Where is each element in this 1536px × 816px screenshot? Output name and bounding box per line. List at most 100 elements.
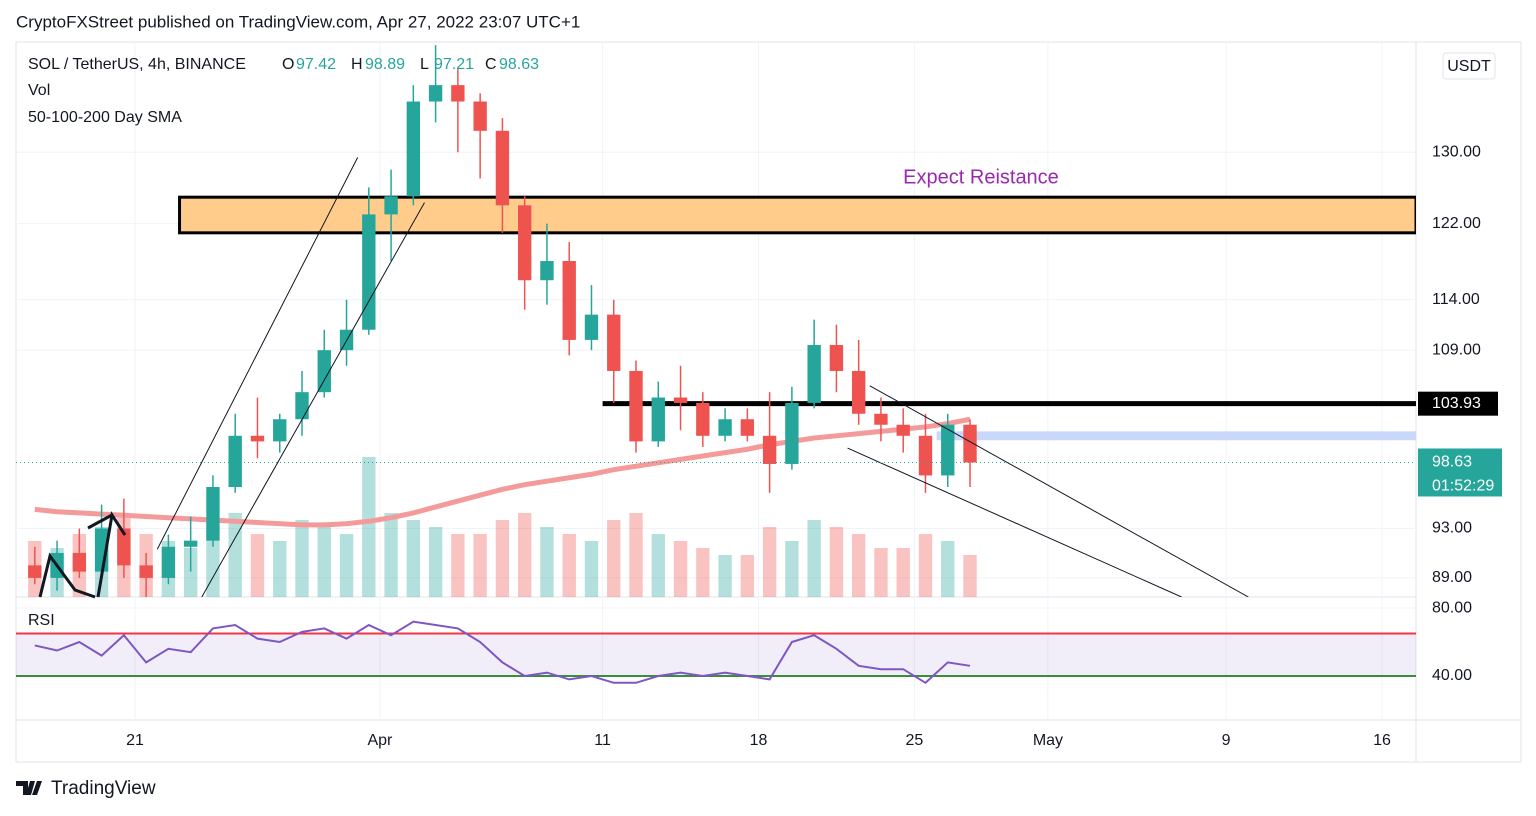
candle-body	[562, 261, 576, 340]
annotation-label: Expect Reistance	[903, 166, 1059, 188]
candle-body	[473, 101, 487, 131]
volume-bar	[273, 541, 287, 597]
volume-bar	[718, 555, 732, 597]
x-tick-label: 21	[126, 732, 144, 749]
candle-body	[740, 419, 755, 436]
candle-body	[963, 424, 977, 463]
drawing	[87, 513, 113, 530]
candle-body	[273, 419, 287, 442]
sma-label: 50-100-200 Day SMA	[28, 109, 182, 126]
y-tick-label: 109.00	[1432, 341, 1481, 358]
x-tick-label: Apr	[367, 732, 393, 749]
footer: TradingView	[51, 778, 156, 799]
symbol: SOL / TetherUS, 4h, BINANCE	[28, 56, 246, 73]
candle-body	[607, 314, 621, 371]
volume-bar	[428, 527, 443, 597]
ohlc-key: O	[282, 56, 294, 73]
volume-bar	[829, 527, 844, 597]
volume-bar	[629, 513, 643, 597]
last-price-label: 98.63	[1432, 454, 1472, 471]
volume-bar	[852, 534, 866, 597]
x-tick-label: 9	[1222, 732, 1231, 749]
volume-bar	[406, 520, 421, 597]
candle-body	[28, 565, 42, 578]
candle-body	[540, 261, 554, 281]
ohlc-key: H	[351, 56, 363, 73]
x-tick-label: 25	[905, 732, 923, 749]
candle-body	[317, 350, 331, 393]
axes: 21 Apr 11 18 25 May 9 16 89.00 93.00 109.00 114.00 1…	[126, 56, 1502, 749]
volume-bar	[384, 513, 398, 597]
last-price-box	[1418, 448, 1502, 497]
candle-body	[584, 314, 599, 340]
x-tick-label: 18	[750, 732, 768, 749]
y-tick-label: 114.00	[1432, 291, 1480, 308]
volume-bar	[740, 555, 755, 597]
candle-body	[673, 397, 688, 403]
blue-zone	[936, 431, 1416, 441]
volume-bar	[963, 555, 977, 597]
candle-body	[117, 528, 131, 566]
x-tick-label: 16	[1373, 732, 1391, 749]
ohlc-key: L	[420, 56, 429, 73]
currency-box[interactable]	[1442, 52, 1496, 80]
x-tick-label: May	[1033, 732, 1063, 749]
trend-line	[847, 447, 1182, 597]
trend-line	[201, 202, 425, 597]
volume-bar	[317, 527, 331, 597]
volume-bar	[362, 457, 376, 597]
header: CryptoFXStreet published on TradingView.…	[16, 12, 580, 31]
rsi-line	[34, 620, 971, 685]
ohlc-value: 97.21	[434, 56, 474, 73]
candle-body	[852, 370, 866, 414]
candle-body	[517, 205, 532, 281]
y-tick-label: 89.00	[1432, 569, 1472, 586]
volume-bar	[562, 534, 576, 597]
sma-line	[34, 416, 971, 528]
candle-body	[295, 392, 309, 420]
logo	[16, 781, 42, 795]
grid	[16, 42, 1416, 720]
volume-bar	[651, 534, 665, 597]
candle-body	[629, 370, 643, 442]
volume-bar	[495, 520, 510, 597]
price-pane: Expect Reistance	[16, 45, 1416, 597]
volume-bar	[473, 534, 487, 597]
currency[interactable]: USDT	[1447, 58, 1491, 75]
candle-body	[785, 402, 799, 464]
candle-body	[183, 540, 198, 547]
volume-bar	[295, 520, 309, 597]
volume-bar	[696, 548, 710, 597]
candle-body	[807, 345, 821, 403]
volume-bar	[228, 513, 242, 597]
candle-body	[762, 435, 777, 464]
candle-body	[228, 435, 242, 488]
candle-body	[451, 85, 465, 102]
ohlc-value: 98.89	[365, 56, 405, 73]
candle-body	[362, 214, 376, 330]
trend-line	[156, 157, 359, 550]
volume-bar	[785, 541, 799, 597]
volume-bar	[250, 534, 265, 597]
volume-bar	[607, 520, 621, 597]
candle-body	[696, 402, 710, 436]
candle-body	[874, 413, 888, 425]
candle-body	[250, 435, 265, 442]
candle-body	[495, 130, 510, 206]
y-tick-label: 40.00	[1432, 667, 1472, 684]
ohlc-key: C	[485, 56, 497, 73]
candle-body	[651, 397, 665, 442]
y-tick-label: 130.00	[1432, 143, 1481, 160]
candle-body	[829, 345, 844, 371]
volume-bar	[673, 541, 688, 597]
rsi-pane	[16, 620, 1416, 685]
y-tick-label: 80.00	[1432, 599, 1472, 616]
rsi-label: RSI	[28, 612, 55, 629]
ohlc-value: 97.42	[296, 56, 336, 73]
rsi-band	[16, 633, 1416, 676]
candle-body	[72, 552, 87, 572]
volume-bar	[540, 527, 554, 597]
volume-bar	[918, 534, 933, 597]
candle-body	[384, 196, 398, 215]
drawing	[38, 552, 96, 599]
